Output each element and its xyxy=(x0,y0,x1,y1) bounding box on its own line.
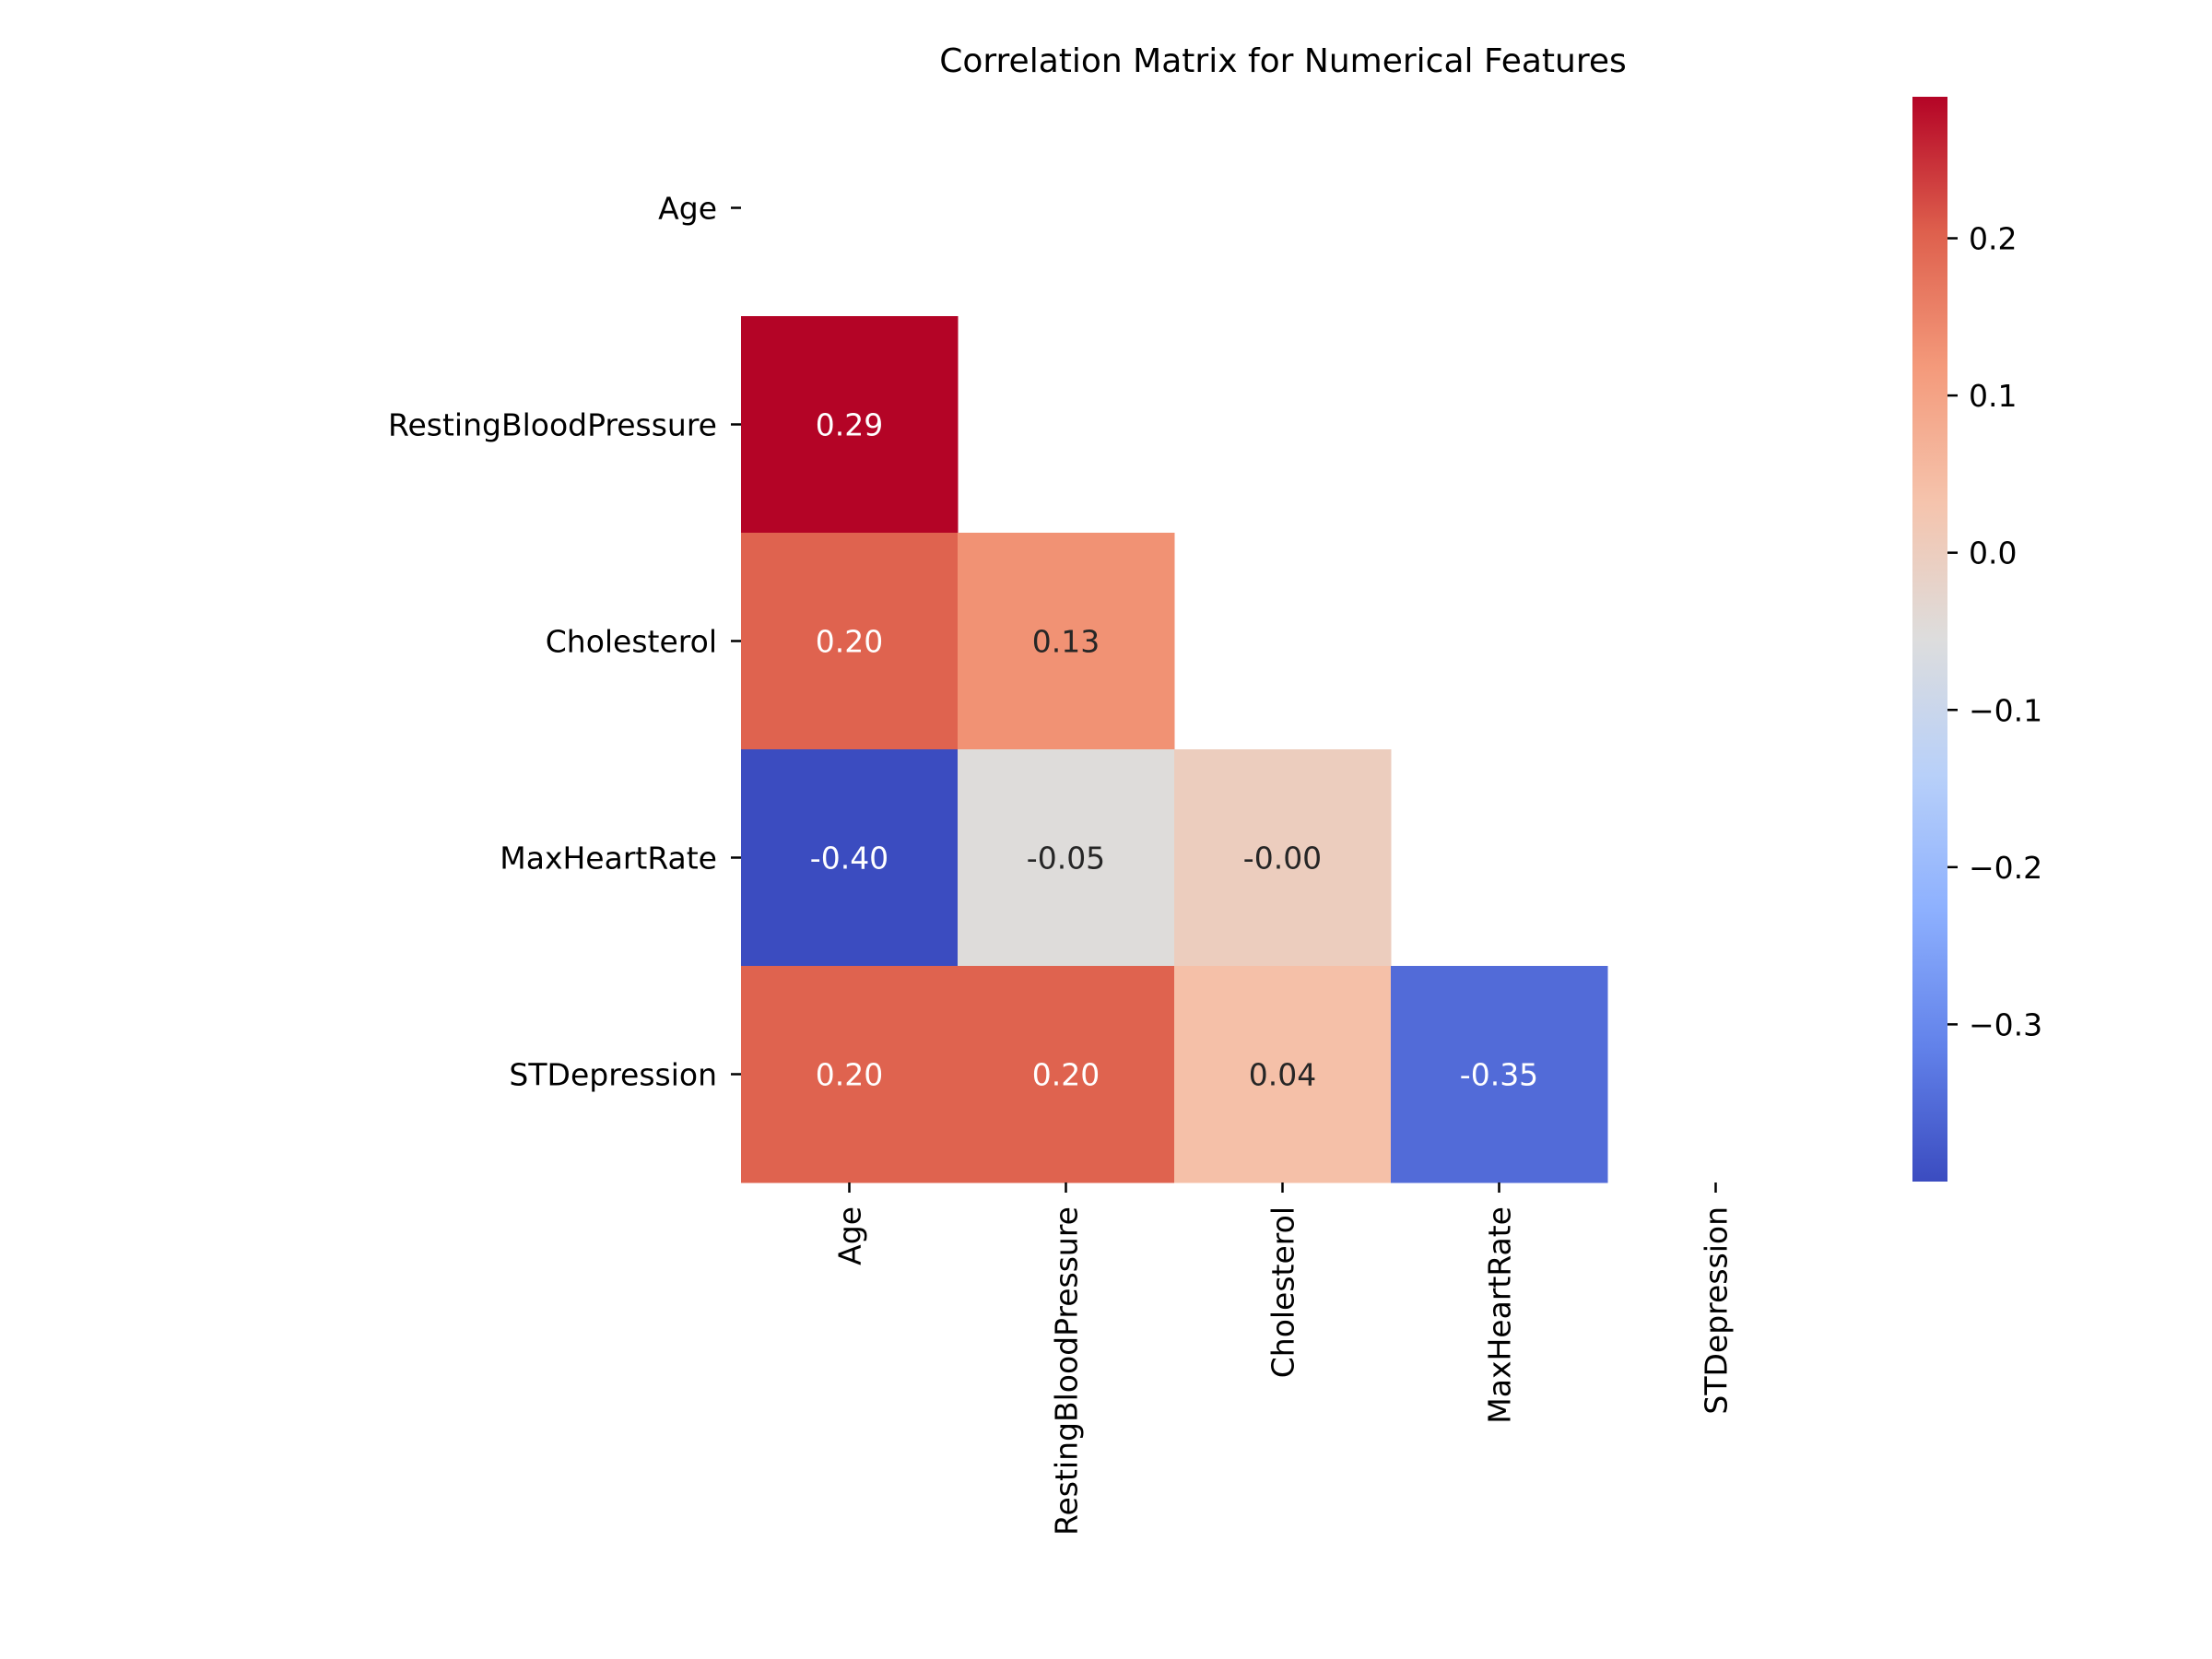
heatmap-cells: 0.29 0.20 0.13 -0.40 -0.05 -0.00 0.20 0.20 0.04 -… xyxy=(741,316,1608,1183)
colorbar-tick-label: 0.2 xyxy=(1969,221,2017,257)
heatmap-cell xyxy=(958,533,1175,750)
y-axis: Age RestingBloodPressure Cholesterol MaxHea… xyxy=(388,191,741,1093)
heatmap-cell xyxy=(741,749,959,967)
cell-value-label: -0.35 xyxy=(1460,1057,1538,1093)
colorbar-tick-label: −0.1 xyxy=(1969,692,2042,728)
x-tick-label: Age xyxy=(832,1206,868,1265)
cell-value-label: -0.05 xyxy=(1027,841,1105,877)
colorbar-gradient xyxy=(1912,97,1947,1182)
heatmap-cell xyxy=(741,533,959,750)
x-tick-label: Cholesterol xyxy=(1265,1206,1301,1378)
cell-value-label: 0.20 xyxy=(816,1057,883,1093)
x-tick-label: RestingBloodPressure xyxy=(1049,1206,1085,1535)
heatmap-cell xyxy=(741,316,959,534)
cell-value-label: 0.20 xyxy=(816,624,883,660)
y-tick-label: Cholesterol xyxy=(546,624,717,660)
heatmap-cell xyxy=(958,749,1175,967)
colorbar-tick-label: 0.0 xyxy=(1969,535,2017,571)
colorbar: 0.2 0.1 0.0 −0.1 −0.2 −0.3 xyxy=(1912,97,2042,1182)
heatmap-cell xyxy=(1174,966,1392,1183)
heatmap-cell xyxy=(958,966,1175,1183)
chart-title: Correlation Matrix for Numerical Feature… xyxy=(939,42,1627,80)
x-tick-label: MaxHeartRate xyxy=(1482,1206,1518,1424)
x-axis: Age RestingBloodPressure Cholesterol MaxHea… xyxy=(832,1182,1735,1535)
colorbar-tick-label: 0.1 xyxy=(1969,378,2017,414)
y-tick-label: MaxHeartRate xyxy=(500,841,717,877)
y-tick-label: STDepression xyxy=(509,1057,717,1093)
x-tick-label: STDepression xyxy=(1699,1206,1735,1415)
heatmap-cell xyxy=(1391,966,1608,1183)
colorbar-tick-label: −0.3 xyxy=(1969,1006,2042,1042)
cell-value-label: -0.00 xyxy=(1243,841,1322,877)
heatmap-cell xyxy=(1174,749,1392,967)
heatmap-cell xyxy=(741,966,959,1183)
cell-value-label: 0.04 xyxy=(1249,1057,1316,1093)
cell-value-label: 0.20 xyxy=(1032,1057,1100,1093)
y-tick-label: Age xyxy=(658,191,717,227)
colorbar-tick-label: −0.2 xyxy=(1969,850,2042,886)
cell-value-label: -0.40 xyxy=(810,841,888,877)
cell-value-label: 0.29 xyxy=(816,407,883,443)
y-tick-label: RestingBloodPressure xyxy=(388,407,717,443)
cell-value-label: 0.13 xyxy=(1032,624,1100,660)
